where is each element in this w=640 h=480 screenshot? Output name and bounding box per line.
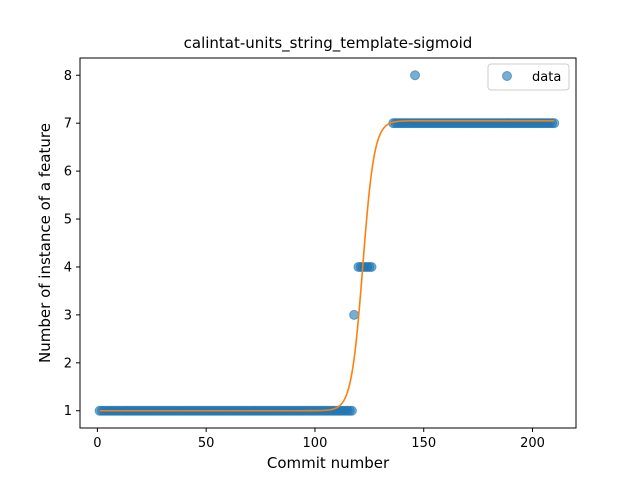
sigmoid-fit-line (99, 119, 555, 412)
x-tick-label: 50 (198, 436, 215, 451)
y-tick-label: 8 (64, 69, 72, 84)
legend-box (487, 63, 570, 91)
data-point (410, 70, 421, 81)
legend: data (487, 63, 570, 91)
data-point (349, 309, 360, 320)
y-tick-label: 5 (64, 213, 72, 228)
y-axis-label: Number of instance of a feature (36, 123, 54, 363)
chart-title: calintat-units_string_template-sigmoid (184, 34, 473, 53)
x-axis-ticks: 0 50 100 150 200 (93, 428, 545, 451)
y-tick-label: 1 (64, 404, 72, 419)
x-tick-label: 200 (520, 436, 545, 451)
y-tick-label: 3 (64, 308, 72, 323)
x-tick-label: 0 (93, 436, 101, 451)
axes-frame (79, 57, 577, 429)
plot-area (94, 70, 560, 416)
x-tick-label: 100 (303, 436, 328, 451)
y-tick-label: 4 (64, 260, 72, 275)
data-point (346, 405, 357, 416)
legend-marker-data (502, 71, 512, 81)
y-tick-label: 6 (64, 165, 72, 180)
y-tick-label: 2 (64, 356, 72, 371)
y-tick-label: 7 (64, 117, 72, 132)
legend-label-data: data (532, 70, 561, 85)
data-point (366, 261, 377, 272)
x-axis-label: Commit number (267, 454, 390, 472)
y-axis-ticks: 1 2 3 4 5 6 7 8 (64, 69, 80, 419)
x-tick-label: 150 (411, 436, 436, 451)
